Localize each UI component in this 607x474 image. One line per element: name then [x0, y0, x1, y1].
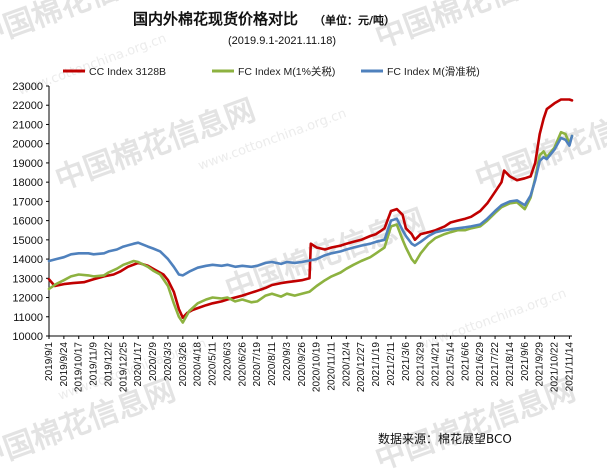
x-tick-label: 2021/6/29	[475, 342, 486, 387]
x-tick-label: 2021/5/14	[445, 342, 456, 387]
y-tick-label: 10000	[12, 331, 43, 343]
x-ticks: 2019/9/1 2019/9/24 2019/10/17 2019/11/9 2019…	[44, 336, 575, 392]
y-tick-label: 11000	[13, 312, 43, 324]
x-tick-label: 2020/4/18	[193, 342, 204, 387]
legend: CC Index 3128B FC Index M(1%关税) FC Index M…	[63, 65, 480, 78]
x-tick-label: 2019/9/1	[44, 342, 55, 381]
x-tick-label: 2020/10/19	[312, 342, 323, 392]
x-tick-label: 2020/12/27	[356, 342, 367, 392]
chart-subtitle: (2019.9.1-2021.11.18)	[228, 35, 336, 47]
x-tick-label: 2019/9/24	[59, 342, 70, 387]
x-tick-label: 2020/3/26	[178, 342, 189, 387]
x-tick-label: 2021/8/14	[505, 342, 516, 387]
plot-area	[47, 98, 574, 324]
x-tick-label: 2019/12/2	[103, 342, 114, 387]
y-tick-label: 15000	[12, 235, 43, 247]
y-tick-label: 19000	[12, 158, 43, 170]
x-tick-label: 2020/6/26	[237, 342, 248, 387]
x-tick-label: 2021/3/6	[401, 342, 412, 381]
x-tick-label: 2021/6/6	[460, 342, 471, 381]
y-tick-label: 13000	[12, 273, 43, 285]
x-tick-label: 2019/12/25	[118, 342, 129, 392]
y-tick-label: 17000	[12, 196, 43, 208]
x-tick-label: 2020/9/26	[297, 342, 308, 387]
series-line	[47, 134, 574, 277]
x-tick-label: 2020/8/11	[267, 342, 278, 386]
y-tick-label: 20000	[12, 139, 43, 151]
legend-label: CC Index 3128B	[89, 66, 166, 78]
x-tick-label: 2021/10/22	[550, 342, 561, 392]
axes	[48, 86, 572, 337]
x-tick-label: 2020/11/11	[327, 342, 338, 391]
x-tick-label: 2021/3/29	[416, 342, 427, 387]
series-line	[47, 98, 574, 319]
x-tick-label: 2020/2/9	[148, 342, 159, 381]
y-tick-label: 21000	[12, 119, 43, 131]
x-tick-label: 2021/4/21	[431, 342, 442, 387]
x-tick-label: 2020/1/17	[133, 342, 144, 387]
source-note: 数据来源：棉花展望BCO	[378, 431, 512, 446]
x-tick-label: 2021/9/6	[520, 342, 531, 381]
x-tick-label: 2020/6/3	[222, 342, 233, 381]
legend-label: FC Index M(1%关税)	[238, 65, 335, 78]
y-tick-label: 14000	[12, 254, 43, 266]
watermark-text: 中国棉花信息网	[51, 93, 260, 198]
x-tick-label: 2020/9/3	[282, 342, 293, 381]
y-tick-label: 16000	[12, 216, 43, 228]
y-tick-label: 12000	[12, 293, 43, 305]
x-tick-label: 2020/12/4	[341, 342, 352, 387]
x-tick-label: 2020/3/3	[163, 342, 174, 381]
x-tick-label: 2019/10/17	[74, 342, 85, 392]
y-tick-label: 18000	[12, 177, 43, 189]
series-line	[47, 130, 574, 324]
x-tick-label: 2021/9/29	[535, 342, 546, 387]
y-tick-label: 23000	[12, 81, 43, 93]
x-tick-label: 2019/11/9	[89, 342, 100, 386]
chart-title: 国内外棉花现货价格对比	[133, 10, 298, 28]
x-tick-label: 2021/11/14	[564, 342, 575, 392]
unit-label: （单位：元/吨）	[314, 13, 395, 27]
legend-label: FC Index M(滑准税)	[387, 65, 480, 78]
watermark-text: 中国棉花信息网	[371, 0, 580, 56]
y-ticks: 10000 11000 12000 13000 14000 15000 16000 17000…	[12, 81, 49, 343]
y-tick-label: 22000	[12, 100, 43, 112]
x-tick-label: 2020/5/11	[208, 342, 219, 386]
x-tick-label: 2021/1/19	[371, 342, 382, 387]
x-tick-label: 2021/2/11	[386, 342, 397, 386]
x-tick-label: 2021/7/22	[490, 342, 501, 387]
x-tick-label: 2020/7/19	[252, 342, 263, 387]
